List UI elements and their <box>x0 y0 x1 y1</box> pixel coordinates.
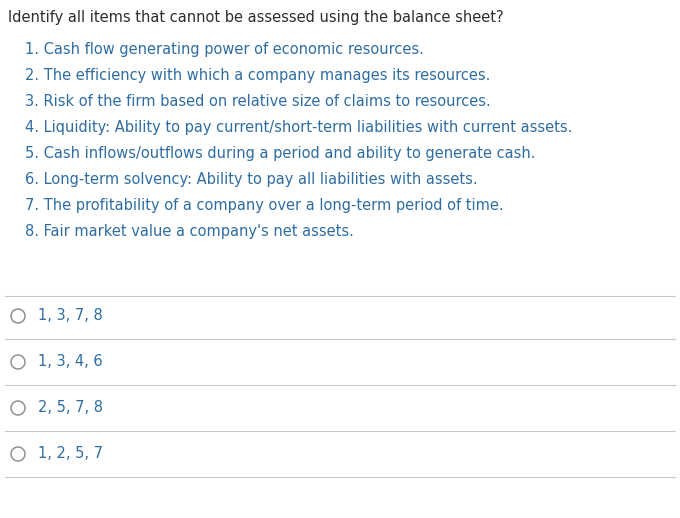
Text: 2, 5, 7, 8: 2, 5, 7, 8 <box>38 400 103 415</box>
Text: 6. Long-term solvency: Ability to pay all liabilities with assets.: 6. Long-term solvency: Ability to pay al… <box>25 172 477 187</box>
Text: 3. Risk of the firm based on relative size of claims to resources.: 3. Risk of the firm based on relative si… <box>25 94 491 109</box>
Text: 8. Fair market value a company's net assets.: 8. Fair market value a company's net ass… <box>25 224 354 239</box>
Text: 1, 3, 7, 8: 1, 3, 7, 8 <box>38 309 103 324</box>
Text: 5. Cash inflows/outflows during a period and ability to generate cash.: 5. Cash inflows/outflows during a period… <box>25 146 536 161</box>
Text: 1, 2, 5, 7: 1, 2, 5, 7 <box>38 447 103 462</box>
Text: Identify all items that cannot be assessed using the balance sheet?: Identify all items that cannot be assess… <box>8 10 504 25</box>
Text: 1, 3, 4, 6: 1, 3, 4, 6 <box>38 354 103 369</box>
Text: 7. The profitability of a company over a long-term period of time.: 7. The profitability of a company over a… <box>25 198 504 213</box>
Text: 2. The efficiency with which a company manages its resources.: 2. The efficiency with which a company m… <box>25 68 490 83</box>
Text: 1. Cash flow generating power of economic resources.: 1. Cash flow generating power of economi… <box>25 42 424 57</box>
Text: 4. Liquidity: Ability to pay current/short-term liabilities with current assets.: 4. Liquidity: Ability to pay current/sho… <box>25 120 573 135</box>
